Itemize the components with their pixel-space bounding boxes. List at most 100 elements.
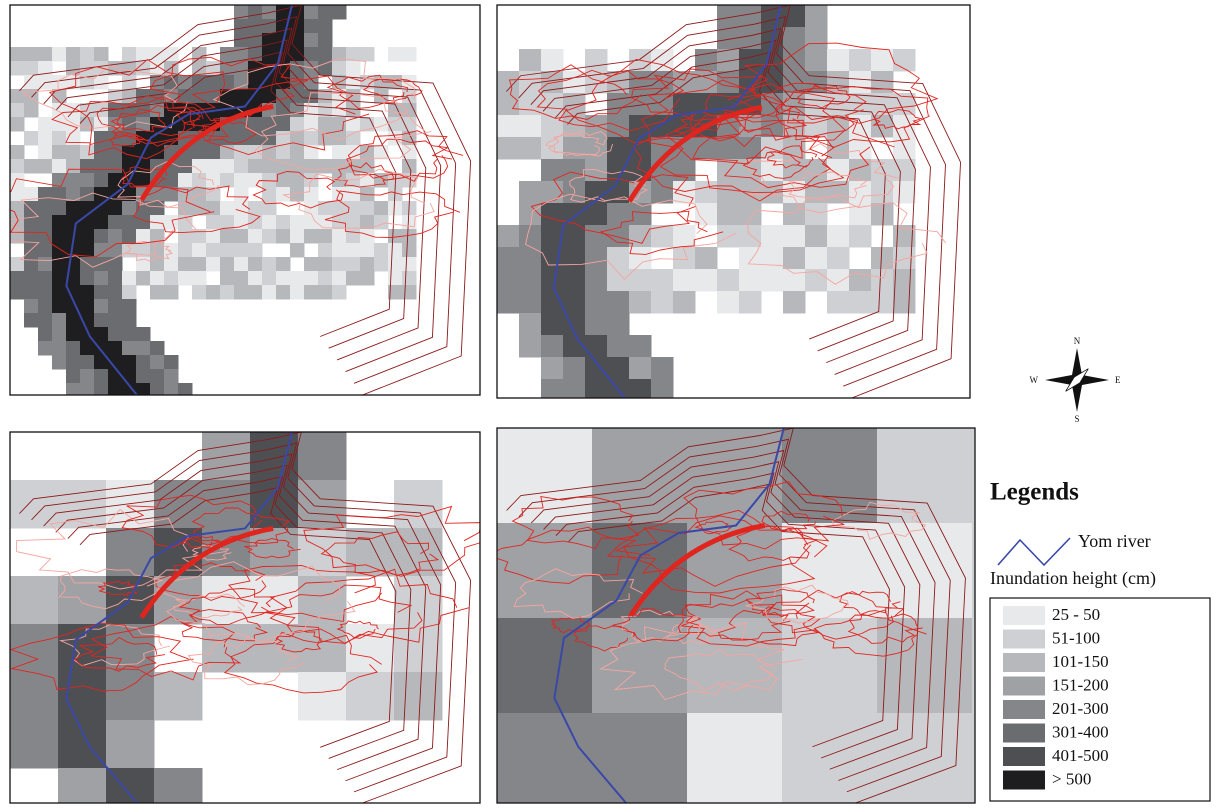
inundation-cell: [332, 243, 347, 258]
inundation-cell: [122, 215, 137, 230]
map-panels: [0, 5, 1068, 808]
inundation-cell: [94, 313, 109, 328]
inundation-cell: [234, 33, 249, 48]
inundation-cell: [80, 285, 95, 300]
inundation-cell: [673, 159, 696, 182]
inundation-cell: [150, 271, 165, 286]
inundation-cell: [38, 243, 53, 258]
legend-label: 151-200: [1052, 675, 1109, 694]
inundation-cell: [206, 145, 221, 160]
inundation-cell: [106, 672, 155, 721]
inundation-cell: [66, 47, 81, 62]
inundation-cell: [38, 187, 53, 202]
inundation-cell: [108, 145, 123, 160]
inundation-cell: [10, 89, 25, 104]
inundation-cell: [164, 355, 179, 370]
inundation-cell: [80, 369, 95, 384]
inundation-cell: [106, 624, 155, 673]
inundation-cell: [276, 271, 291, 286]
inundation-cell: [497, 428, 593, 524]
inundation-cell: [66, 285, 81, 300]
inundation-cell: [972, 428, 1068, 524]
inundation-cell: [234, 75, 249, 90]
inundation-cell: [94, 271, 109, 286]
inundation-cell: [24, 313, 39, 328]
inundation-cell: [290, 117, 305, 132]
inundation-cell: [805, 225, 828, 248]
inundation-cell: [206, 75, 221, 90]
inundation-cell: [304, 285, 319, 300]
inundation-cell: [94, 299, 109, 314]
inundation-cell: [497, 93, 520, 116]
inundation-cell: [106, 576, 155, 625]
inundation-cell: [220, 75, 235, 90]
inundation-cell: [388, 117, 403, 132]
inundation-cell: [585, 247, 608, 270]
inundation-cell: [52, 117, 67, 132]
inundation-cell: [739, 225, 762, 248]
inundation-cell: [94, 159, 109, 174]
inundation-cell: [497, 713, 593, 808]
legend-label: 401-500: [1052, 746, 1109, 765]
inundation-cell: [66, 341, 81, 356]
inundation-cell: [108, 159, 123, 174]
inundation-cell: [360, 145, 375, 160]
inundation-cell: [136, 355, 151, 370]
inundation-cell: [52, 327, 67, 342]
inundation-cell: [66, 61, 81, 76]
inundation-cell: [164, 285, 179, 300]
inundation-cell: [248, 229, 263, 244]
inundation-cell: [276, 173, 291, 188]
inundation-cell: [220, 173, 235, 188]
inundation-cell: [519, 115, 542, 138]
inundation-cell: [108, 173, 123, 188]
inundation-cell: [402, 285, 417, 300]
inundation-cell: [80, 145, 95, 160]
inundation-cell: [497, 291, 520, 314]
inundation-cell: [276, 117, 291, 132]
inundation-cell: [122, 369, 137, 384]
inundation-cell: [66, 327, 81, 342]
inundation-cell: [94, 327, 109, 342]
inundation-cell: [10, 672, 59, 721]
inundation-cell: [346, 528, 395, 577]
inundation-cell: [805, 247, 828, 270]
inundation-cell: [388, 201, 403, 216]
inundation-cell: [497, 115, 520, 138]
inundation-cell: [52, 285, 67, 300]
legend-label: 201-300: [1052, 699, 1109, 718]
inundation-cell: [871, 247, 894, 270]
inundation-cell: [585, 137, 608, 160]
inundation-cell: [783, 203, 806, 226]
inundation-cell: [52, 131, 67, 146]
inundation-cell: [10, 480, 59, 529]
inundation-cell: [563, 247, 586, 270]
inundation-cell: [849, 225, 872, 248]
inundation-cell: [234, 243, 249, 258]
inundation-cell: [563, 269, 586, 292]
inundation-cell: [10, 720, 59, 769]
inundation-cell: [687, 713, 783, 808]
inundation-cell: [122, 341, 137, 356]
inundation-cell: [871, 71, 894, 94]
inundation-cell: [38, 131, 53, 146]
inundation-cell: [318, 229, 333, 244]
inundation-cell: [519, 269, 542, 292]
inundation-cell: [519, 225, 542, 248]
inundation-cell: [80, 47, 95, 62]
inundation-cell: [332, 117, 347, 132]
legend-label: 25 - 50: [1052, 605, 1100, 624]
inundation-cell: [651, 269, 674, 292]
inundation-cell: [80, 229, 95, 244]
inundation-cell: [234, 159, 249, 174]
inundation-cell: [541, 49, 564, 72]
inundation-cell: [24, 271, 39, 286]
inundation-cell: [248, 285, 263, 300]
inundation-cell: [220, 47, 235, 62]
inundation-cell: [739, 203, 762, 226]
compass-w: W: [1030, 375, 1039, 385]
legend-swatch: [1003, 606, 1045, 625]
compass: N S E W: [1030, 336, 1122, 424]
inundation-cell: [136, 271, 151, 286]
inundation-cell: [154, 672, 203, 721]
